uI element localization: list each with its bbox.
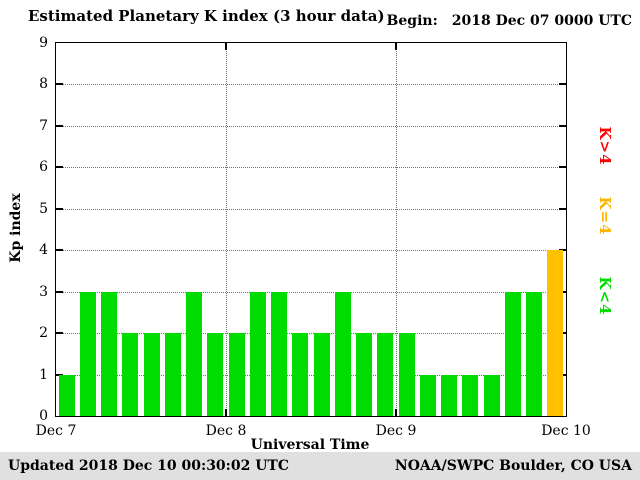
axis-tick <box>56 249 63 252</box>
x-tick-label: Dec 9 <box>375 423 417 439</box>
kp-bar <box>207 333 224 416</box>
begin-label: Begin: <box>386 13 438 29</box>
gridline-h <box>56 291 566 293</box>
legend-eq4: K=4 <box>596 196 614 236</box>
gridline-h <box>56 374 566 376</box>
kp-bar <box>122 333 139 416</box>
kp-bar <box>547 250 564 416</box>
y-tick-label: 7 <box>39 117 48 134</box>
y-tick-label: 0 <box>39 408 48 424</box>
gridline-h <box>56 167 566 169</box>
axis-tick <box>225 43 227 50</box>
gridline-h <box>56 333 566 335</box>
kp-bar <box>58 374 75 416</box>
y-tick-label: 9 <box>39 35 48 51</box>
x-tick-label: Dec 7 <box>35 423 77 439</box>
kp-bar <box>334 291 351 416</box>
begin-timestamp: Begin: 2018 Dec 07 0000 UTC <box>387 13 632 29</box>
kp-bar <box>462 374 479 416</box>
gridline-h <box>56 208 566 210</box>
source-credit: NOAA/SWPC Boulder, CO USA <box>394 458 632 474</box>
y-tick-label: 5 <box>39 200 48 217</box>
legend-lt4: K<4 <box>596 276 614 316</box>
axis-tick <box>559 124 566 127</box>
axis-tick <box>225 409 227 416</box>
gridline-h <box>56 250 566 252</box>
kp-bar <box>313 333 330 416</box>
axis-tick <box>56 83 63 86</box>
kp-bar <box>101 291 118 416</box>
axis-tick <box>56 332 63 335</box>
kp-bar <box>228 333 245 416</box>
kp-bar <box>377 333 394 416</box>
axis-tick <box>395 409 397 416</box>
updated-timestamp: Updated 2018 Dec 10 00:30:02 UTC <box>8 458 289 474</box>
kp-bar <box>356 333 373 416</box>
kp-bar <box>271 291 288 416</box>
gridline-h <box>56 125 566 127</box>
begin-value: 2018 Dec 07 0000 UTC <box>451 13 632 29</box>
y-tick-label: 2 <box>39 325 48 342</box>
plot-area: 0 1 2 3 4 5 6 7 8 9 Dec 7 Dec 8 Dec 9 Dec 10 <box>36 35 591 439</box>
x-tick-label: Dec 8 <box>205 423 247 439</box>
chart-title: Estimated Planetary K index (3 hour data… <box>28 7 385 25</box>
gridline-h <box>56 84 566 86</box>
kp-bar <box>164 333 181 416</box>
kp-bar <box>483 374 500 416</box>
kp-bar <box>292 333 309 416</box>
kp-bar <box>419 374 436 416</box>
axis-tick <box>559 166 566 169</box>
x-tick-label: Dec 10 <box>541 423 591 439</box>
kp-bar <box>143 333 160 416</box>
kp-bar <box>526 291 543 416</box>
kp-bar <box>504 291 521 416</box>
legend-gt4: K>4 <box>596 126 614 166</box>
axis-tick <box>395 43 397 50</box>
axis-tick <box>559 207 566 210</box>
x-axis-label: Universal Time <box>250 437 370 453</box>
y-tick-label: 8 <box>39 76 48 93</box>
gridline-v <box>396 43 397 416</box>
axis-tick <box>559 83 566 86</box>
axis-tick <box>56 290 63 293</box>
y-tick-label: 6 <box>39 159 48 176</box>
axis-tick <box>56 124 63 127</box>
kp-bar <box>249 291 266 416</box>
axis-tick <box>56 207 63 210</box>
axis-tick <box>559 249 566 252</box>
axis-tick <box>56 373 63 376</box>
y-tick-label: 4 <box>39 242 48 259</box>
kp-bar <box>186 291 203 416</box>
gridline-v <box>226 43 227 416</box>
axis-tick <box>56 166 63 169</box>
y-tick-label: 3 <box>39 283 48 300</box>
kp-bar <box>441 374 458 416</box>
footer-bar: Updated 2018 Dec 10 00:30:02 UTC NOAA/SW… <box>0 452 640 480</box>
y-tick-label: 1 <box>39 366 48 383</box>
kp-bar <box>398 333 415 416</box>
kp-bar <box>79 291 96 416</box>
